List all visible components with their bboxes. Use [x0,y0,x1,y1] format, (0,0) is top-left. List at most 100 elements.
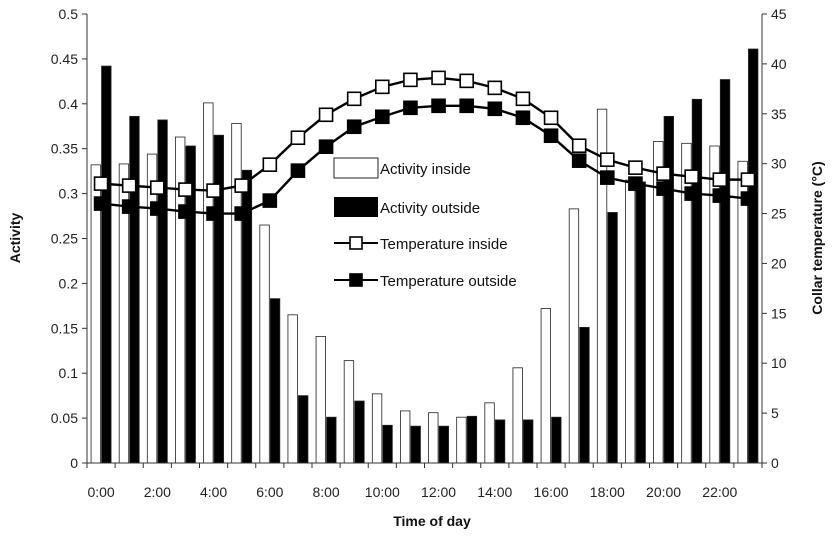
bar-activity-inside [625,179,636,464]
bar-activity-outside [466,415,478,464]
y2-tick-label: 25 [771,206,787,222]
x-tick-label: 8:00 [312,484,339,500]
marker-temperature-outside [628,176,643,191]
x-tick-label: 6:00 [256,484,283,500]
y-tick-label: 0.35 [51,141,78,157]
bar-activity-outside [354,400,365,464]
marker-temperature-inside [600,152,615,167]
marker-temperature-outside [712,188,728,203]
legend-label-temperature-outside: Temperature outside [380,273,517,290]
bar-activity-inside [737,160,748,464]
y-tick-label: 0.4 [59,96,79,112]
bar-activity-inside [568,208,580,464]
marker-temperature-inside [656,166,671,181]
y-tick-label: 0.15 [51,320,78,336]
bar-activity-outside [298,395,309,464]
marker-temperature-outside [684,186,699,201]
y-tick-label: 0.2 [59,275,79,291]
x-tick-label: 12:00 [421,484,456,500]
bar-activity-inside [287,314,298,464]
marker-temperature-outside [656,181,671,196]
bar-activity-inside [203,102,214,464]
legend-swatch-activity-inside-border [333,157,379,179]
legend-swatch-activity-outside [334,197,378,217]
legend-swatch-activity-inside [334,158,378,178]
legend-marker-temperature-outside [349,273,363,287]
marker-temperature-outside [318,139,334,155]
marker-temperature-outside [543,128,559,144]
bar-activity-outside [635,181,646,464]
bar-activity-inside [231,123,242,464]
y-tick-label: 0.3 [59,186,79,202]
y2-tick-label: 40 [771,56,787,72]
marker-temperature-outside [290,163,306,178]
marker-temperature-inside [93,176,109,191]
marker-temperature-outside [375,109,390,125]
marker-temperature-inside [178,182,193,197]
marker-temperature-inside [487,80,503,96]
y2-tick-label: 35 [771,106,787,122]
marker-temperature-outside [431,98,446,114]
bar-activity-outside [157,119,168,464]
marker-temperature-inside [515,91,531,107]
marker-temperature-inside [459,73,474,89]
bar-activity-outside [410,425,421,464]
bar-activity-outside [523,419,534,464]
x-tick-label: 22:00 [702,484,737,500]
y2-tick-label: 20 [771,255,787,271]
marker-temperature-inside [346,91,362,107]
marker-temperature-outside [487,101,503,117]
lines-layer [93,70,756,221]
marker-temperature-outside [515,110,531,126]
x-tick-label: 18:00 [590,484,625,500]
y-tick-label: 0 [70,455,78,471]
marker-temperature-inside [318,107,334,123]
bar-activity-inside [540,308,551,464]
line-temperature-outside [100,104,749,215]
bar-activity-inside [371,393,383,464]
x-axis-title: Time of day [393,513,471,529]
y-tick-label: 0.1 [59,365,79,381]
marker-temperature-outside [262,193,278,208]
marker-temperature-outside [571,153,587,168]
bar-activity-inside [315,335,326,464]
bar-activity-inside [343,360,355,464]
bar-activity-outside [551,416,562,464]
bar-activity-outside [719,79,731,464]
marker-temperature-inside [712,172,728,187]
marker-temperature-inside [121,178,137,193]
x-tick-label: 16:00 [534,484,569,500]
marker-temperature-inside [571,138,587,154]
bar-activity-outside [382,424,393,464]
legend: Activity inside Activity outside Tempera… [333,157,517,290]
y2-tick-label: 45 [771,6,787,22]
legend-label-activity-outside: Activity outside [380,200,480,217]
y-tick-label: 0.05 [51,410,78,426]
y2-tick-label: 30 [771,156,787,172]
x-tick-label: 0:00 [87,484,114,500]
y-tick-label: 0.45 [51,51,78,67]
marker-temperature-outside [178,204,193,219]
x-tick-label: 4:00 [200,484,227,500]
marker-temperature-inside [290,130,306,146]
marker-temperature-outside [93,196,109,211]
marker-temperature-inside [262,157,278,172]
marker-temperature-outside [459,98,474,114]
marker-temperature-outside [403,100,418,116]
x-tick-label: 2:00 [144,484,171,500]
y2-tick-label: 10 [771,355,787,371]
y2-tick-label: 0 [771,455,779,471]
bar-activity-outside [494,419,506,464]
y2-axis-title: Collar temperature (°C) [809,161,825,314]
y-tick-label: 0.5 [59,6,79,22]
legend-marker-temperature-inside [349,236,363,250]
legend-label-activity-inside: Activity inside [380,161,471,178]
marker-temperature-outside [150,201,165,216]
marker-temperature-inside [628,160,643,175]
bar-activity-outside [579,327,590,464]
marker-temperature-inside [150,180,165,195]
bar-activity-outside [269,298,281,464]
marker-temperature-outside [346,119,362,135]
y2-tick-label: 15 [771,305,787,321]
